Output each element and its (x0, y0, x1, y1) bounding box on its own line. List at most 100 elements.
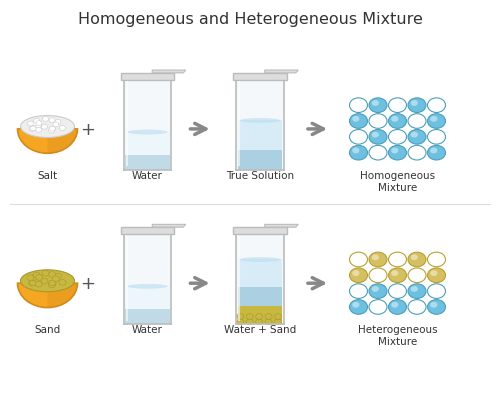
Circle shape (246, 319, 253, 325)
Text: Water + Sand: Water + Sand (224, 324, 296, 334)
Circle shape (35, 275, 42, 281)
Wedge shape (18, 130, 78, 154)
Text: Homogeneous
Mixture: Homogeneous Mixture (360, 170, 435, 192)
Circle shape (30, 127, 36, 132)
Bar (238, 260, 282, 288)
Circle shape (372, 286, 379, 292)
Circle shape (55, 120, 61, 125)
Circle shape (388, 114, 406, 129)
Ellipse shape (20, 116, 74, 138)
Polygon shape (236, 235, 284, 324)
Wedge shape (48, 130, 78, 154)
Circle shape (352, 271, 360, 276)
Text: Heterogeneous
Mixture: Heterogeneous Mixture (358, 324, 438, 346)
Circle shape (256, 319, 262, 325)
Circle shape (60, 126, 66, 131)
Circle shape (31, 122, 37, 126)
Circle shape (42, 271, 49, 276)
Circle shape (391, 117, 398, 122)
Bar (125, 155, 170, 170)
Circle shape (410, 286, 418, 292)
Circle shape (49, 280, 56, 286)
Circle shape (54, 274, 62, 279)
Circle shape (388, 300, 406, 314)
Text: Water: Water (132, 170, 163, 180)
Circle shape (352, 117, 360, 122)
Circle shape (350, 98, 368, 113)
Circle shape (35, 281, 42, 287)
Circle shape (388, 146, 406, 160)
Circle shape (428, 114, 446, 129)
Circle shape (352, 148, 360, 154)
Circle shape (408, 146, 426, 160)
Circle shape (30, 275, 38, 281)
Circle shape (50, 127, 56, 132)
Circle shape (428, 146, 446, 160)
Bar (233, 74, 287, 81)
Circle shape (430, 117, 438, 122)
Ellipse shape (128, 130, 168, 135)
Circle shape (352, 302, 360, 308)
Polygon shape (236, 81, 284, 170)
Circle shape (428, 284, 446, 299)
Circle shape (274, 314, 281, 320)
Circle shape (391, 148, 398, 154)
Text: +: + (80, 275, 95, 292)
Circle shape (52, 276, 60, 282)
Text: Sand: Sand (34, 324, 60, 334)
Circle shape (350, 130, 368, 145)
Circle shape (369, 253, 387, 267)
Circle shape (410, 132, 418, 138)
Bar (238, 151, 282, 170)
Polygon shape (152, 71, 186, 74)
Circle shape (428, 253, 446, 267)
Polygon shape (152, 225, 186, 228)
Circle shape (408, 300, 426, 314)
Circle shape (372, 132, 379, 138)
Bar (238, 121, 282, 151)
Circle shape (410, 101, 418, 107)
Circle shape (408, 284, 426, 299)
Circle shape (48, 282, 55, 288)
Circle shape (36, 122, 42, 126)
Bar (125, 309, 170, 324)
Circle shape (391, 302, 398, 308)
Circle shape (408, 253, 426, 267)
Polygon shape (124, 235, 171, 324)
Circle shape (369, 114, 387, 129)
Circle shape (350, 253, 368, 267)
Circle shape (428, 98, 446, 113)
Circle shape (350, 146, 368, 160)
Circle shape (237, 319, 244, 325)
Bar (238, 306, 282, 324)
Ellipse shape (20, 270, 74, 292)
Circle shape (388, 253, 406, 267)
Circle shape (372, 255, 379, 260)
Circle shape (41, 279, 48, 284)
Circle shape (408, 98, 426, 113)
Circle shape (369, 146, 387, 160)
Bar (238, 288, 282, 306)
Wedge shape (48, 284, 78, 308)
Circle shape (410, 255, 418, 260)
Circle shape (49, 281, 56, 287)
Circle shape (30, 280, 36, 286)
Circle shape (430, 302, 438, 308)
Circle shape (42, 117, 48, 122)
Circle shape (34, 277, 42, 283)
Circle shape (430, 271, 438, 276)
Circle shape (369, 98, 387, 113)
Text: +: + (80, 121, 95, 139)
Circle shape (274, 319, 281, 325)
Circle shape (50, 128, 56, 132)
Circle shape (265, 319, 272, 325)
Polygon shape (124, 81, 171, 170)
Circle shape (369, 268, 387, 283)
Circle shape (430, 148, 438, 154)
Circle shape (36, 275, 43, 281)
Circle shape (48, 272, 56, 277)
Polygon shape (265, 225, 298, 228)
Bar (121, 74, 174, 81)
Circle shape (388, 268, 406, 283)
Circle shape (408, 130, 426, 145)
